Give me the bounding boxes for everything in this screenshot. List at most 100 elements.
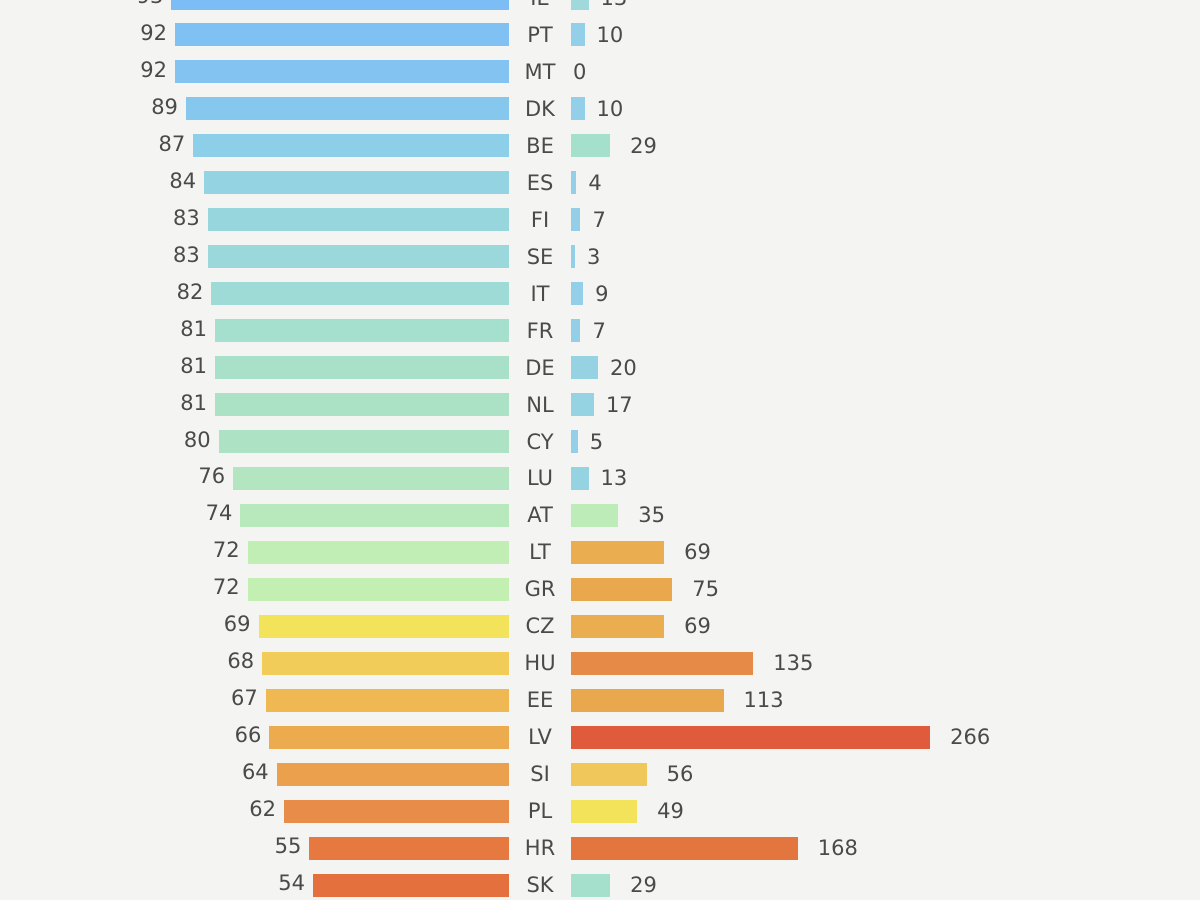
left-value-label: 87 bbox=[158, 131, 186, 156]
left-bar-it bbox=[211, 282, 509, 306]
category-label: DK bbox=[525, 96, 555, 121]
category-label: PL bbox=[527, 799, 553, 824]
category-label: SE bbox=[526, 244, 554, 269]
right-bar-pl bbox=[571, 799, 638, 823]
left-value-label: 93 bbox=[103, 0, 164, 8]
right-bar-fi bbox=[571, 208, 581, 232]
left-bar-hu bbox=[262, 651, 509, 675]
right-bar-be bbox=[571, 134, 611, 158]
left-value-label: 81 bbox=[180, 390, 207, 415]
right-value-label: 4 bbox=[588, 170, 602, 195]
left-bar-de bbox=[214, 356, 509, 380]
left-value-label: 92 bbox=[140, 20, 168, 45]
right-value-label: 17 bbox=[605, 392, 633, 417]
category-label: CZ bbox=[525, 614, 555, 639]
category-label: SK bbox=[526, 873, 554, 898]
category-label: AT bbox=[527, 503, 553, 528]
left-bar-nl bbox=[214, 393, 509, 417]
left-value-label: 84 bbox=[169, 168, 197, 193]
right-bar-si bbox=[571, 762, 647, 786]
left-value-label: 92 bbox=[140, 57, 168, 82]
right-value-label: 3 bbox=[587, 244, 601, 269]
left-value-label: 76 bbox=[198, 464, 226, 489]
left-bar-mt bbox=[175, 60, 509, 84]
right-bar-gr bbox=[571, 577, 673, 601]
right-bar-dk bbox=[571, 97, 585, 121]
left-value-label: 66 bbox=[234, 723, 262, 748]
right-value-label: 7 bbox=[592, 318, 606, 343]
right-bar-es bbox=[571, 171, 577, 195]
left-value-label: 81 bbox=[180, 353, 207, 378]
left-bar-hr bbox=[309, 836, 509, 860]
left-value-label: 55 bbox=[274, 834, 302, 859]
left-bar-cz bbox=[258, 614, 509, 638]
left-bar-cy bbox=[218, 430, 509, 454]
left-bar-pt bbox=[175, 23, 509, 47]
right-value-label: 20 bbox=[610, 355, 637, 380]
category-label: BE bbox=[526, 133, 554, 158]
category-label: HR bbox=[524, 836, 556, 861]
left-bar-be bbox=[193, 134, 509, 158]
right-bar-it bbox=[571, 282, 584, 306]
category-label: DE bbox=[525, 355, 555, 380]
right-value-label: 13 bbox=[601, 0, 628, 10]
left-value-label: 81 bbox=[180, 316, 207, 341]
left-bar-lt bbox=[247, 540, 509, 564]
right-value-label: 113 bbox=[743, 688, 784, 713]
right-value-label: 49 bbox=[657, 799, 684, 824]
left-bar-si bbox=[276, 762, 509, 786]
right-value-label: 56 bbox=[666, 762, 694, 787]
left-bar-lv bbox=[269, 725, 509, 749]
left-value-label: 64 bbox=[241, 760, 269, 785]
left-value-label: 72 bbox=[212, 538, 240, 563]
right-value-label: 10 bbox=[596, 96, 624, 121]
left-bar-at bbox=[240, 503, 509, 527]
left-bar-lu bbox=[233, 466, 509, 490]
left-bar-ie bbox=[171, 0, 509, 10]
left-value-label: 74 bbox=[205, 501, 233, 526]
category-label: LV bbox=[528, 725, 552, 750]
left-bar-gr bbox=[247, 577, 509, 601]
left-value-label: 54 bbox=[278, 871, 305, 896]
right-bar-ie bbox=[571, 0, 589, 10]
category-label: SI bbox=[530, 762, 550, 787]
left-value-label: 83 bbox=[172, 205, 200, 230]
right-value-label: 7 bbox=[592, 207, 606, 232]
right-bar-lu bbox=[571, 466, 589, 490]
right-bar-cy bbox=[571, 430, 578, 454]
right-value-label: 0 bbox=[573, 59, 587, 84]
left-bar-es bbox=[204, 171, 509, 195]
right-bar-lv bbox=[571, 725, 931, 749]
category-label: LU bbox=[526, 466, 554, 491]
left-bar-dk bbox=[185, 97, 509, 121]
right-bar-cz bbox=[571, 614, 665, 638]
right-value-label: 168 bbox=[817, 836, 858, 861]
category-label: LT bbox=[529, 540, 551, 565]
right-value-label: 29 bbox=[630, 133, 657, 158]
category-label: FR bbox=[526, 318, 554, 343]
right-value-label: 5 bbox=[589, 429, 604, 454]
category-label: IT bbox=[530, 281, 550, 306]
category-label: CY bbox=[526, 429, 554, 454]
left-bar-se bbox=[207, 245, 509, 269]
right-value-label: 10 bbox=[596, 22, 624, 47]
right-bar-pt bbox=[571, 23, 585, 47]
category-label: FI bbox=[530, 207, 550, 232]
left-bar-sk bbox=[312, 873, 509, 897]
right-value-label: 69 bbox=[684, 614, 711, 639]
right-value-label: 13 bbox=[600, 466, 628, 491]
right-bar-nl bbox=[571, 393, 594, 417]
right-value-label: 9 bbox=[595, 281, 609, 306]
category-label: HU bbox=[524, 651, 556, 676]
right-bar-lt bbox=[571, 540, 665, 564]
left-value-label: 72 bbox=[212, 575, 240, 600]
left-value-label: 89 bbox=[151, 94, 178, 119]
right-bar-fr bbox=[571, 319, 581, 343]
left-value-label: 83 bbox=[172, 242, 200, 267]
category-label: EE bbox=[526, 688, 554, 713]
right-value-label: 75 bbox=[692, 577, 719, 602]
right-value-label: 266 bbox=[950, 725, 991, 750]
right-bar-se bbox=[571, 245, 576, 269]
left-bar-fi bbox=[207, 208, 509, 232]
